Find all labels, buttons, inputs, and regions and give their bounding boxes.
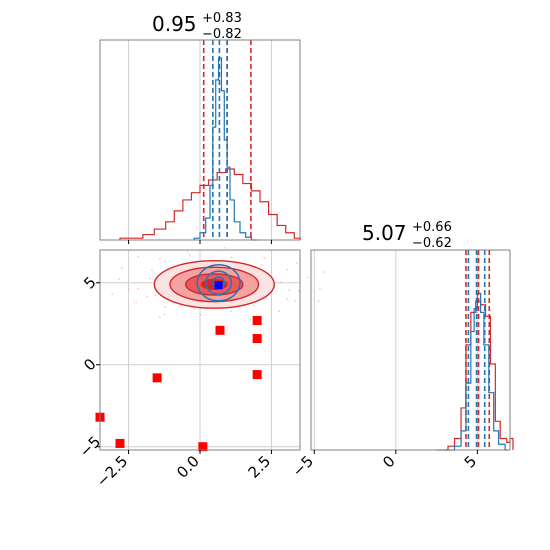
sample-point xyxy=(294,300,297,302)
sample-point xyxy=(159,258,161,260)
sample-point xyxy=(199,313,202,316)
x-tick-label: 0 xyxy=(379,452,398,471)
red-square-marker xyxy=(252,370,262,380)
sample-point xyxy=(249,318,251,321)
sample-point xyxy=(158,316,161,318)
sample-point xyxy=(286,268,289,271)
blue-contour xyxy=(196,264,241,302)
joint-panel: −2.5 0.0 2.5−505 xyxy=(76,246,325,491)
blue-square-marker xyxy=(214,281,223,290)
sample-point xyxy=(164,260,167,263)
sample-point xyxy=(288,289,291,291)
sample-point xyxy=(317,299,320,302)
title-param-1-upper-error: +0.83 xyxy=(202,11,242,26)
sample-point xyxy=(265,297,268,299)
x-tick-label: 0.0 xyxy=(173,452,203,482)
red-square-marker xyxy=(252,315,262,325)
sample-point xyxy=(280,281,283,283)
marginal-y-panel: −5 0 5 xyxy=(289,249,514,480)
sample-point xyxy=(230,256,233,259)
sample-point xyxy=(307,276,310,279)
sample-point xyxy=(127,288,130,290)
sample-point xyxy=(188,253,191,256)
sample-point xyxy=(286,298,289,301)
red-square-marker xyxy=(198,442,208,452)
sample-point xyxy=(322,271,325,273)
sample-point xyxy=(164,306,167,309)
title-param-1-lower-error: −0.82 xyxy=(202,27,242,42)
blue-contour xyxy=(204,270,233,296)
sample-point xyxy=(135,301,137,304)
sample-point xyxy=(260,264,263,266)
x-tick-label: 2.5 xyxy=(245,452,275,482)
sample-point xyxy=(230,310,233,313)
sample-point xyxy=(223,246,226,249)
x-tick-label: −2.5 xyxy=(93,452,131,490)
red-histogram xyxy=(119,168,301,240)
title-param-1-value: 0.95 xyxy=(152,12,197,36)
sample-point xyxy=(137,287,140,290)
sample-point xyxy=(253,304,255,307)
sample-point xyxy=(146,295,148,298)
title-param-2: 5.07 +0.66 −0.62 xyxy=(362,220,452,251)
marginal-x-panel xyxy=(99,39,301,244)
panel-frame xyxy=(310,249,511,451)
title-param-2-lower-error: −0.62 xyxy=(412,236,452,251)
title-param-2-upper-error: +0.66 xyxy=(412,220,452,235)
sample-point xyxy=(137,255,140,258)
sample-point xyxy=(120,266,123,269)
red-square-marker xyxy=(152,373,162,383)
sample-point xyxy=(148,277,151,280)
sample-point xyxy=(263,257,266,260)
x-tick-label: 5 xyxy=(461,452,480,471)
sample-point xyxy=(297,289,300,292)
sample-point xyxy=(186,250,189,253)
sample-point xyxy=(163,313,166,316)
sample-point xyxy=(111,293,114,295)
sample-point xyxy=(295,262,298,264)
sample-point xyxy=(278,310,281,313)
red-square-marker xyxy=(115,438,125,448)
sample-point xyxy=(151,269,153,271)
red-square-marker xyxy=(252,334,262,344)
red-square-marker xyxy=(215,325,225,335)
blue-histogram xyxy=(444,292,509,451)
red-histogram xyxy=(436,300,514,451)
title-param-1: 0.95 +0.83 −0.82 xyxy=(152,11,242,42)
sample-point xyxy=(154,294,157,296)
blue-histogram xyxy=(193,57,258,241)
sample-point xyxy=(118,278,121,281)
sample-point xyxy=(319,287,321,290)
x-tick-label: −5 xyxy=(289,452,317,480)
title-param-2-value: 5.07 xyxy=(362,221,407,245)
